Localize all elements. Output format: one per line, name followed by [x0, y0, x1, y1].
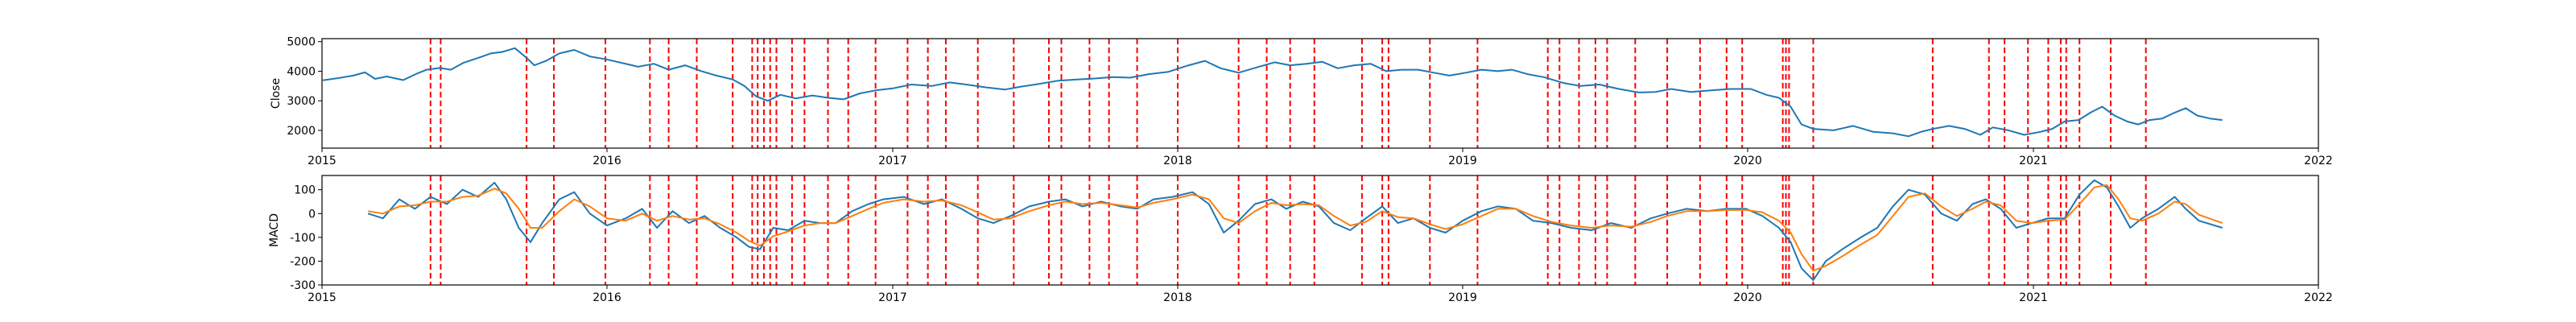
close-event-lines: [429, 39, 2147, 148]
close-series-line-0: [322, 47, 2223, 138]
close-series-lines: [322, 47, 2223, 138]
close-y-ticks: 2000 3000 4000 5000: [287, 36, 322, 138]
macd-x-ticks: 2015 2016 2017 2018 2019 2020 2021 2022: [308, 285, 2333, 304]
macd-series-lines: [367, 179, 2223, 282]
close-x-tick-label: 2016: [592, 155, 621, 167]
macd-y-tick-label: -300: [290, 279, 316, 292]
close-x-tick-label: 2019: [1448, 155, 1477, 167]
macd-x-tick-label: 2021: [2019, 291, 2048, 304]
macd-y-tick-label: -200: [290, 255, 316, 268]
close-x-tick-label: 2022: [2304, 155, 2333, 167]
close-x-tick-label: 2017: [878, 155, 907, 167]
macd-x-tick-label: 2016: [592, 291, 621, 304]
macd-x-tick-label: 2019: [1448, 291, 1477, 304]
close-price-subplot: 2015 2016 2017 2018 2019 2020 2021 2022 2000 300…: [270, 36, 2333, 167]
close-x-tick-label: 2015: [308, 155, 336, 167]
macd-y-tick-label: 0: [308, 208, 316, 221]
macd-axes-frame: [321, 175, 2319, 286]
macd-y-ticks: -300 -200 -100 0 100: [290, 184, 322, 292]
macd-y-tick-label: -100: [290, 232, 316, 245]
macd-x-tick-label: 2018: [1163, 291, 1192, 304]
macd-subplot: 2015 2016 2017 2018 2019 2020 2021 2022 -300 -20…: [268, 175, 2333, 304]
close-y-tick-label: 5000: [287, 36, 316, 49]
close-y-tick-label: 4000: [287, 65, 316, 78]
macd-y-axis-label: MACD: [268, 213, 281, 247]
close-y-tick-label: 2000: [287, 125, 316, 138]
close-x-ticks: 2015 2016 2017 2018 2019 2020 2021 2022: [308, 148, 2333, 167]
macd-y-tick-label: 100: [294, 184, 316, 197]
close-axes-frame: [321, 38, 2319, 149]
close-x-tick-label: 2020: [1733, 155, 1762, 167]
close-x-tick-label: 2018: [1163, 155, 1192, 167]
close-y-tick-label: 3000: [287, 95, 316, 108]
macd-event-lines: [429, 175, 2147, 285]
close-y-axis-label: Close: [270, 78, 283, 109]
macd-x-tick-label: 2022: [2304, 291, 2333, 304]
macd-x-tick-label: 2017: [878, 291, 907, 304]
macd-series-line-1: [368, 184, 2223, 272]
close-x-tick-label: 2021: [2019, 155, 2048, 167]
macd-x-tick-label: 2020: [1733, 291, 1762, 304]
macd-x-tick-label: 2015: [308, 291, 336, 304]
